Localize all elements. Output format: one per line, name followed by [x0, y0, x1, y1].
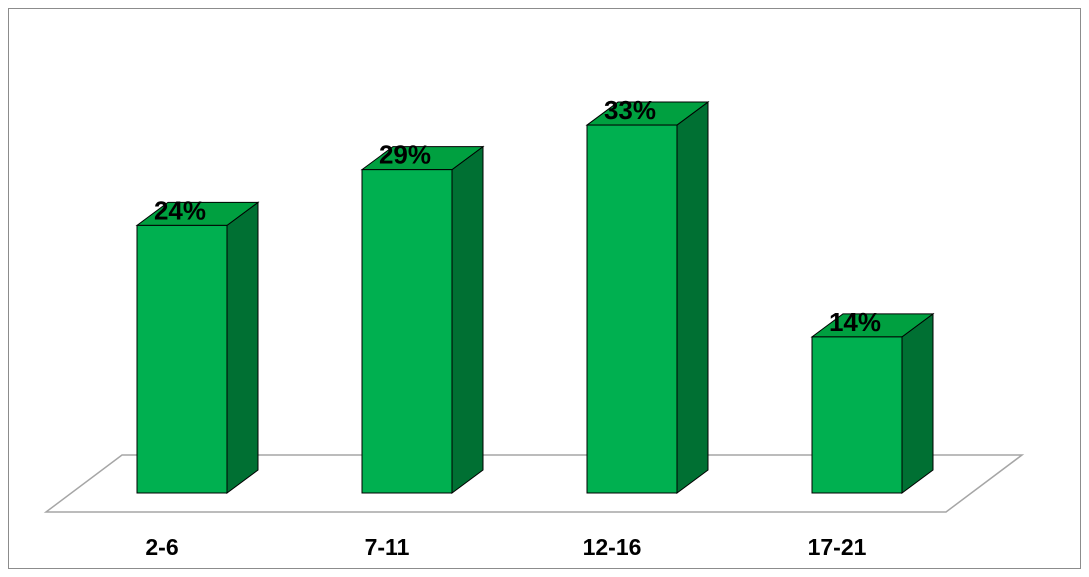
bar-front-face — [361, 169, 453, 494]
bar-front-face — [586, 124, 678, 494]
value-label: 14% — [829, 307, 881, 337]
value-label: 24% — [154, 195, 206, 225]
category-label: 12-16 — [583, 534, 642, 560]
category-label: 7-11 — [365, 534, 410, 560]
bar-17-21 — [810, 312, 935, 494]
bar-side-face — [226, 201, 259, 494]
value-label: 29% — [379, 140, 431, 170]
bar-side-face — [676, 101, 709, 494]
bar-side-face — [451, 145, 484, 494]
bars-layer — [135, 101, 935, 494]
labels-layer: 24% 2-6 29% 7-11 33% 12-16 14% 17-21 — [145, 95, 881, 560]
bar-side-face — [901, 312, 934, 494]
value-label: 33% — [604, 95, 656, 125]
bar-front-face — [136, 224, 228, 494]
bar-2-6 — [135, 201, 260, 494]
bar-12-16 — [585, 101, 710, 494]
bar-front-face — [811, 336, 903, 494]
category-label: 2-6 — [145, 534, 178, 560]
chart-floor — [43, 454, 1025, 513]
category-label: 17-21 — [808, 534, 867, 560]
bar-7-11 — [360, 145, 485, 494]
